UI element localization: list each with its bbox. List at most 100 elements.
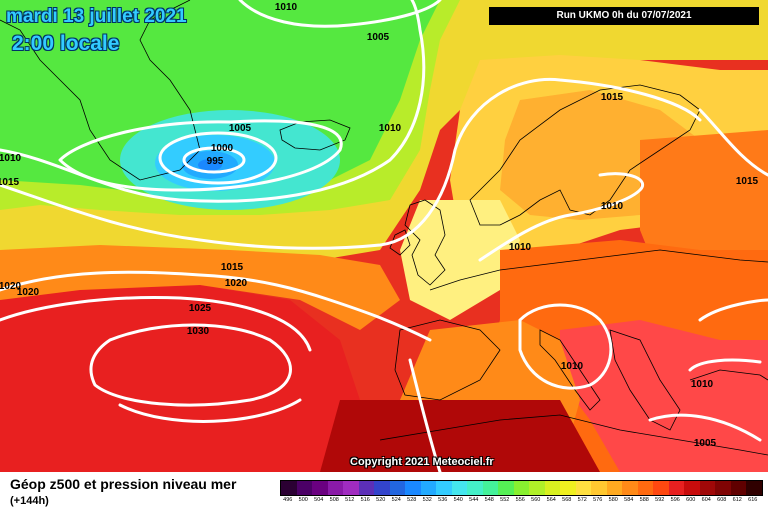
color-swatch bbox=[467, 481, 483, 495]
field-orange-band bbox=[0, 245, 400, 330]
field-africa bbox=[320, 400, 600, 472]
isobar-label: 1010 bbox=[0, 153, 22, 164]
color-swatch bbox=[746, 481, 762, 495]
color-swatch bbox=[699, 481, 715, 495]
color-scale-tick: 592 bbox=[655, 497, 665, 503]
ireland-coast bbox=[389, 229, 411, 256]
isobar-label: 1020 bbox=[17, 287, 40, 298]
isobar-label: 1015 bbox=[221, 262, 244, 273]
color-swatch bbox=[405, 481, 421, 495]
color-swatch bbox=[374, 481, 390, 495]
color-scale-tick: 560 bbox=[531, 497, 541, 503]
color-swatch bbox=[420, 481, 436, 495]
isobar-1025-edge bbox=[0, 295, 312, 352]
legend-title: Géop z500 et pression niveau mer bbox=[10, 476, 237, 492]
isobar-1000 bbox=[158, 131, 278, 185]
forecast-time: 2:00 locale bbox=[12, 32, 120, 55]
italy-coast bbox=[539, 329, 601, 411]
isobar-label: 1010 bbox=[379, 123, 402, 134]
color-scale-tick: 604 bbox=[701, 497, 711, 503]
field-balkans bbox=[560, 320, 768, 472]
isobar-1010-east bbox=[698, 298, 768, 322]
color-scale-tick: 616 bbox=[748, 497, 758, 503]
color-scale-tick: 504 bbox=[314, 497, 324, 503]
isobar-label: 1010 bbox=[601, 201, 624, 212]
isobar-lines bbox=[0, 0, 768, 472]
africa-coast bbox=[379, 414, 768, 456]
color-swatch bbox=[606, 481, 622, 495]
color-swatch bbox=[482, 481, 498, 495]
color-swatch bbox=[560, 481, 576, 495]
color-swatch bbox=[637, 481, 653, 495]
color-scale-tick: 496 bbox=[283, 497, 293, 503]
color-scale-tick: 608 bbox=[717, 497, 727, 503]
isobar-995 bbox=[182, 146, 246, 174]
color-scale-tick: 536 bbox=[438, 497, 448, 503]
map-canvas: 1000995100510051010101010151010101510201… bbox=[0, 0, 768, 472]
color-scale-tick: 520 bbox=[376, 497, 386, 503]
isobar-label: 1020 bbox=[225, 278, 248, 289]
isobar-1010-west bbox=[0, 0, 426, 203]
isobar-label: 1030 bbox=[187, 326, 210, 337]
color-swatch bbox=[312, 481, 328, 495]
color-swatch bbox=[684, 481, 700, 495]
field-azores-high bbox=[0, 285, 360, 472]
isobar-1025 bbox=[118, 398, 302, 423]
europe-north-coast bbox=[429, 249, 768, 291]
color-scale-tick: 528 bbox=[407, 497, 417, 503]
isobar-1005-east bbox=[648, 413, 762, 442]
isobar-1015-east bbox=[698, 108, 768, 177]
isobar-labels: 1000995100510051010101010151010101510201… bbox=[0, 2, 759, 449]
color-scale-tick: 584 bbox=[624, 497, 634, 503]
color-swatch bbox=[296, 481, 312, 495]
color-scale-tick: 508 bbox=[329, 497, 339, 503]
color-scale-tick: 532 bbox=[422, 497, 432, 503]
isobar-1010-turkey bbox=[688, 358, 762, 372]
color-swatch bbox=[591, 481, 607, 495]
field-low-core bbox=[198, 159, 222, 171]
scandinavia-coast bbox=[469, 84, 701, 226]
color-scale-tick: 524 bbox=[391, 497, 401, 503]
turkey-coast bbox=[689, 369, 768, 381]
color-swatch bbox=[358, 481, 374, 495]
color-scale-tick: 540 bbox=[453, 497, 463, 503]
color-swatch bbox=[451, 481, 467, 495]
color-scale bbox=[280, 480, 763, 496]
isobar-label: 1010 bbox=[691, 379, 714, 390]
isobar-1005-north bbox=[238, 0, 442, 28]
color-scale-tick: 612 bbox=[732, 497, 742, 503]
isobar-label: 1010 bbox=[561, 361, 584, 372]
color-scale-tick: 576 bbox=[593, 497, 603, 503]
color-scale-tick: 596 bbox=[670, 497, 680, 503]
isobar-label: 1000 bbox=[211, 143, 234, 154]
color-scale-tick: 568 bbox=[562, 497, 572, 503]
balkans-coast bbox=[609, 329, 681, 431]
color-swatch bbox=[575, 481, 591, 495]
isobar-label: 1010 bbox=[275, 2, 298, 13]
color-scale-tick: 564 bbox=[546, 497, 556, 503]
legend-subtitle: (+144h) bbox=[10, 495, 49, 507]
isobar-label: 1005 bbox=[694, 438, 717, 449]
color-swatch bbox=[715, 481, 731, 495]
color-scale-tick: 600 bbox=[686, 497, 696, 503]
legend-footer: Géop z500 et pression niveau mer (+144h)… bbox=[0, 472, 768, 512]
color-swatch bbox=[653, 481, 669, 495]
isobar-1010-italy bbox=[518, 303, 613, 390]
copyright-notice: Copyright 2021 Meteociel.fr bbox=[350, 456, 494, 468]
color-scale-tick: 588 bbox=[639, 497, 649, 503]
isobar-label: 1025 bbox=[189, 303, 212, 314]
isobar-1020 bbox=[0, 270, 432, 342]
isobar-label: 1015 bbox=[736, 176, 759, 187]
coastlines bbox=[0, 0, 768, 456]
iceland-coast bbox=[279, 119, 351, 151]
color-swatch bbox=[529, 481, 545, 495]
isobar-1010-north-sea bbox=[478, 172, 644, 262]
forecast-date: mardi 13 juillet 2021 bbox=[6, 6, 187, 27]
color-scale-tick: 556 bbox=[515, 497, 525, 503]
britain-coast bbox=[404, 199, 446, 286]
color-scale-tick: 552 bbox=[500, 497, 510, 503]
weather-map: 1000995100510051010101010151010101510201… bbox=[0, 0, 768, 472]
iberia-coast bbox=[394, 319, 501, 401]
isobar-label: 1020 bbox=[0, 281, 22, 292]
isobar-label: 1010 bbox=[509, 242, 532, 253]
